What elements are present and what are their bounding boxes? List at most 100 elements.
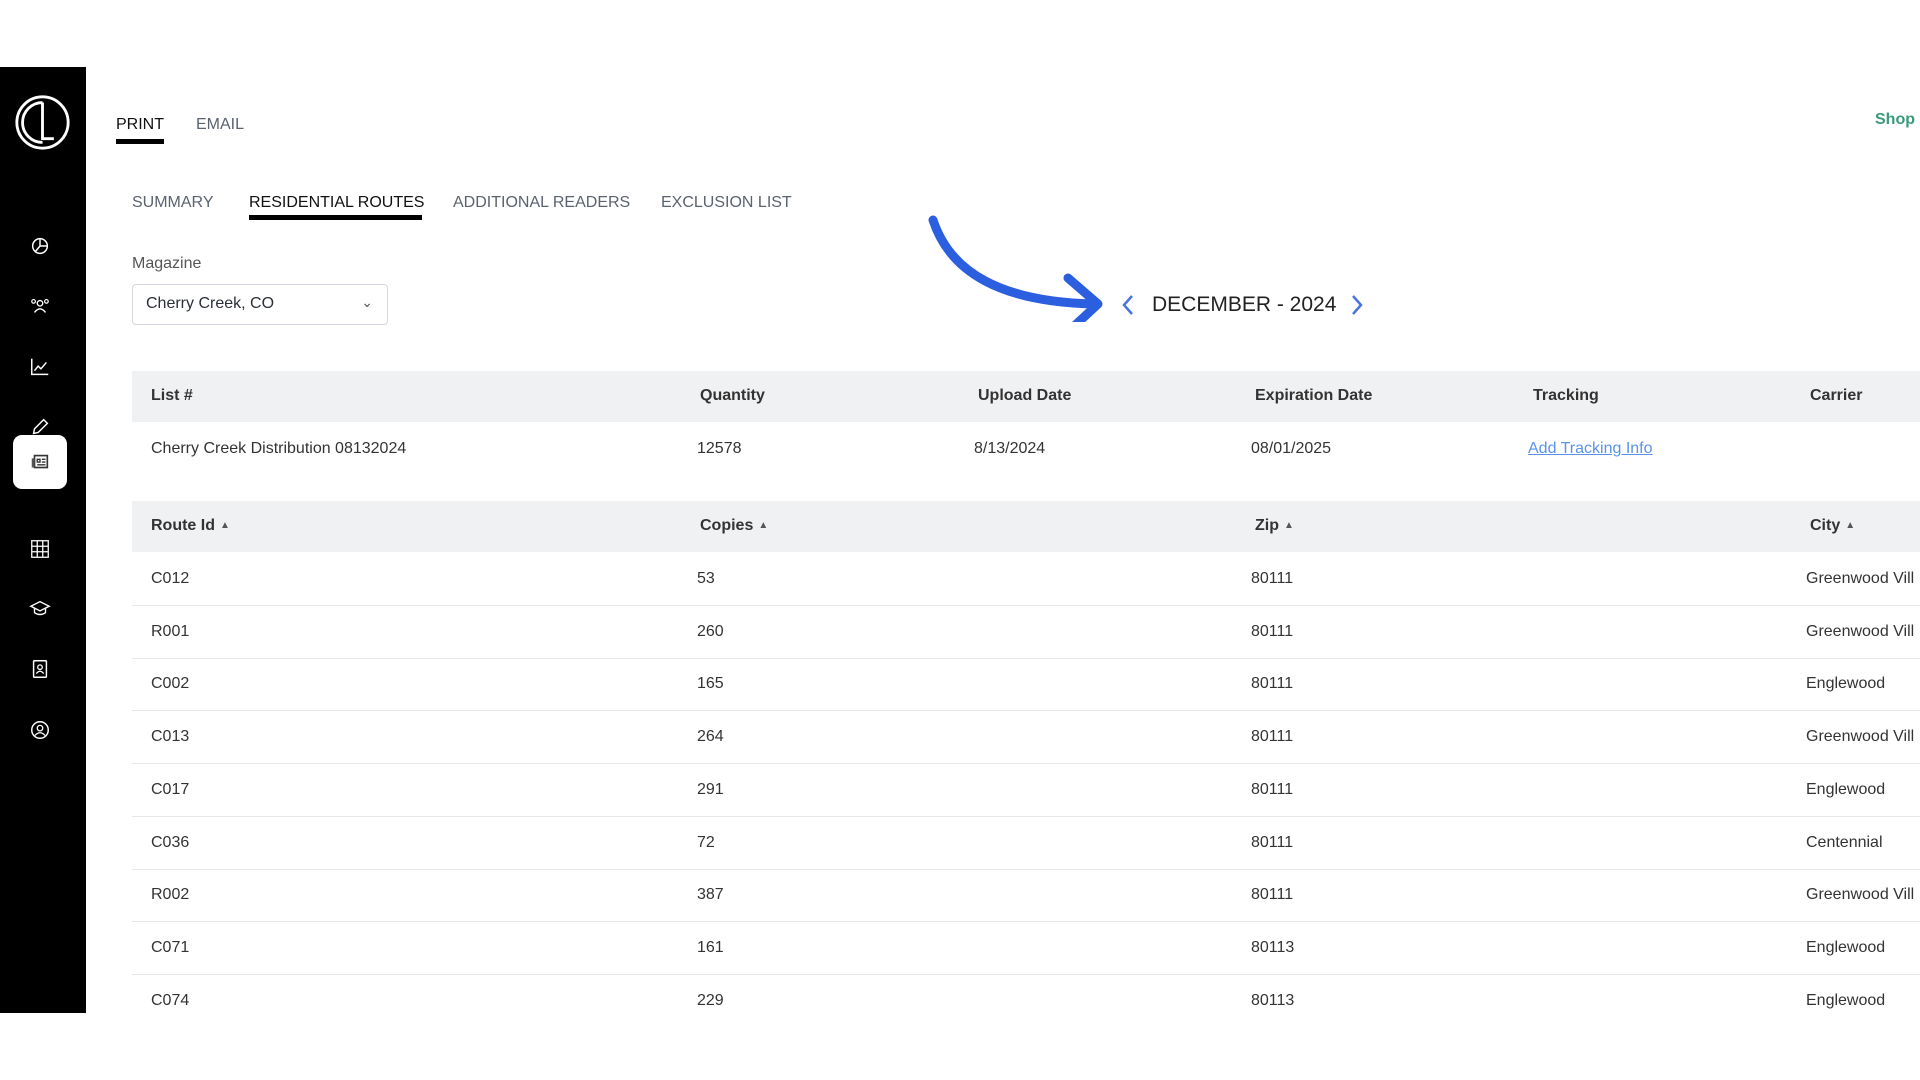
route-row[interactable]: C036 72 80111 Centennial xyxy=(132,817,1920,870)
grid-icon xyxy=(31,540,49,558)
cell-copies: 165 xyxy=(697,675,724,693)
previous-month-button[interactable] xyxy=(1120,293,1138,317)
graduation-cap-icon xyxy=(29,600,51,616)
app-frame: PRINT EMAIL Shop SUMMARY RESIDENTIAL ROU… xyxy=(0,67,1920,1013)
cell-city: Greenwood Vill xyxy=(1806,728,1915,746)
annotation-arrow-icon xyxy=(928,215,1103,322)
cell-copies: 72 xyxy=(697,833,715,851)
magazine-label: Magazine xyxy=(132,255,202,272)
cell-city: Greenwood Vill xyxy=(1806,886,1915,904)
list-name: Cherry Creek Distribution 08132024 xyxy=(151,440,407,457)
sidebar-item-users[interactable] xyxy=(13,279,67,333)
sort-asc-icon: ▲ xyxy=(220,520,230,531)
col-quantity: Quantity xyxy=(700,387,765,404)
tab-residential-routes-underline xyxy=(249,215,422,220)
list-table-header: List # Quantity Upload Date Expiration D… xyxy=(132,371,1920,422)
sort-asc-icon: ▲ xyxy=(758,520,769,531)
cell-route-id: C036 xyxy=(151,833,190,851)
cell-zip: 80111 xyxy=(1251,780,1294,798)
col-city-label: City xyxy=(1810,517,1841,534)
route-row[interactable]: C071 161 80113 Englewood xyxy=(132,922,1920,975)
col-copies[interactable]: Copies ▲ xyxy=(700,517,768,535)
next-month-button[interactable] xyxy=(1348,293,1366,317)
cell-route-id: C017 xyxy=(151,780,190,798)
route-row[interactable]: C012 53 80111 Greenwood Vill xyxy=(132,553,1920,606)
user-circle-icon xyxy=(31,721,49,739)
route-row[interactable]: C002 165 80111 Englewood xyxy=(132,658,1920,712)
cell-city: Englewood xyxy=(1806,991,1886,1009)
route-row[interactable]: C013 264 80111 Greenwood Vill xyxy=(132,711,1920,765)
period-label: DECEMBER - 2024 xyxy=(1152,293,1337,316)
sidebar-item-pie-chart[interactable] xyxy=(13,219,67,273)
col-upload-date: Upload Date xyxy=(978,387,1072,404)
sort-asc-icon: ▲ xyxy=(1284,520,1294,531)
magazine-select-value: Cherry Creek, CO xyxy=(146,295,275,312)
shop-link[interactable]: Shop xyxy=(1875,111,1915,128)
cell-zip: 80111 xyxy=(1251,833,1294,851)
line-chart-icon xyxy=(31,358,49,376)
col-list: List # xyxy=(151,387,193,404)
routes-table-header: Route Id ▲ Copies ▲ Zip ▲ City ▲ xyxy=(132,501,1920,552)
cell-zip: 80113 xyxy=(1251,991,1295,1009)
cell-copies: 260 xyxy=(697,622,724,640)
col-carrier: Carrier xyxy=(1810,387,1863,404)
cell-zip: 80111 xyxy=(1251,886,1294,904)
col-city[interactable]: City ▲ xyxy=(1810,517,1855,535)
sidebar-item-user-circle[interactable] xyxy=(13,703,67,757)
pie-chart-icon xyxy=(31,237,49,255)
cell-copies: 264 xyxy=(697,728,724,746)
chevron-down-icon: ⌄ xyxy=(361,294,373,310)
sidebar-item-pencil[interactable] xyxy=(13,400,67,454)
col-zip-label: Zip xyxy=(1255,517,1279,534)
cell-copies: 53 xyxy=(697,570,715,587)
sidebar-item-graduation-cap[interactable] xyxy=(13,582,67,636)
list-table-row[interactable]: Cherry Creek Distribution 08132024 12578… xyxy=(132,423,1920,476)
add-tracking-link[interactable]: Add Tracking Info xyxy=(1528,440,1653,457)
cell-city: Englewood xyxy=(1806,675,1886,693)
sidebar-item-grid[interactable] xyxy=(13,522,67,576)
sidebar xyxy=(0,67,86,1013)
route-row[interactable]: R002 387 80111 Greenwood Vill xyxy=(132,869,1920,923)
cell-route-id: C013 xyxy=(151,728,190,746)
cell-city: Englewood xyxy=(1806,780,1886,798)
sort-asc-icon: ▲ xyxy=(1845,520,1856,531)
sidebar-item-line-chart[interactable] xyxy=(13,340,67,394)
col-copies-label: Copies xyxy=(700,517,754,534)
contact-book-icon xyxy=(32,660,48,678)
cell-route-id: C002 xyxy=(151,675,190,693)
tab-additional-readers[interactable]: ADDITIONAL READERS xyxy=(453,194,631,211)
tab-email[interactable]: EMAIL xyxy=(196,116,245,133)
col-route-id-label: Route Id xyxy=(151,517,215,534)
route-row[interactable]: R001 260 80111 Greenwood Vill xyxy=(132,606,1920,659)
tab-print-underline xyxy=(116,139,164,144)
users-icon xyxy=(31,298,49,313)
tab-summary[interactable]: SUMMARY xyxy=(132,194,214,211)
col-route-id[interactable]: Route Id ▲ xyxy=(151,517,230,535)
tab-print[interactable]: PRINT xyxy=(116,116,164,133)
magazine-select[interactable]: Cherry Creek, CO ⌄ xyxy=(132,284,388,325)
list-quantity: 12578 xyxy=(697,440,742,457)
cell-route-id: C012 xyxy=(151,570,190,587)
pencil-icon xyxy=(32,418,49,435)
col-zip[interactable]: Zip ▲ xyxy=(1255,517,1294,535)
cell-route-id: R002 xyxy=(151,886,190,904)
col-expiration-date: Expiration Date xyxy=(1255,387,1373,404)
cell-route-id: C071 xyxy=(151,938,190,956)
cell-copies: 161 xyxy=(697,938,724,956)
list-expiration-date: 08/01/2025 xyxy=(1251,440,1332,457)
cell-zip: 80113 xyxy=(1251,938,1295,956)
route-row[interactable]: C074 229 80113 Englewood xyxy=(132,975,1920,1013)
cell-city: Greenwood Vill xyxy=(1806,622,1915,640)
sidebar-item-contact-book[interactable] xyxy=(13,642,67,696)
tab-residential-routes[interactable]: RESIDENTIAL ROUTES xyxy=(249,194,425,211)
sidebar-item-newspaper[interactable] xyxy=(13,435,67,489)
newspaper-icon xyxy=(31,454,49,469)
tab-exclusion-list[interactable]: EXCLUSION LIST xyxy=(661,194,792,211)
cell-city: Englewood xyxy=(1806,938,1886,956)
cell-zip: 80111 xyxy=(1251,675,1294,693)
cell-zip: 80111 xyxy=(1251,622,1294,640)
cell-copies: 229 xyxy=(697,991,724,1009)
route-row[interactable]: C017 291 80111 Englewood xyxy=(132,764,1920,817)
cell-city: Centennial xyxy=(1806,833,1883,851)
cell-zip: 80111 xyxy=(1251,728,1294,746)
